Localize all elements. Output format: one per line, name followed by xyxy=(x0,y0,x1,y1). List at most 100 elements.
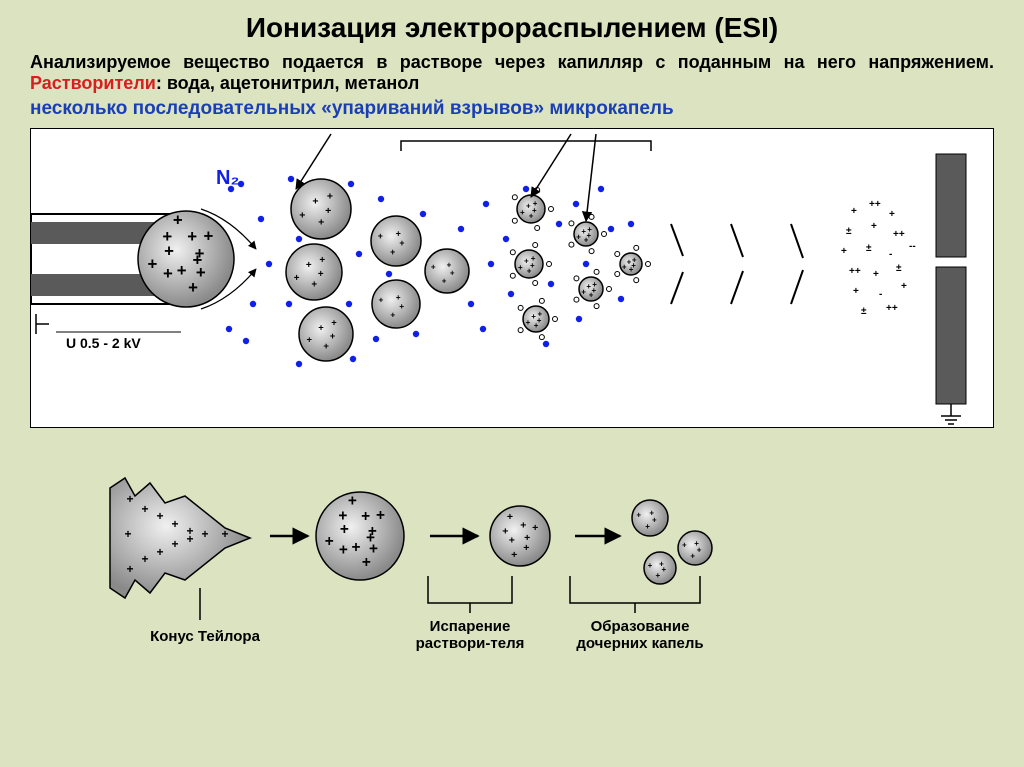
bottom-sequence-diagram: ++++++++++++++++++++++++++++++++++++++++… xyxy=(30,458,994,718)
svg-text:+: + xyxy=(523,542,529,554)
svg-text:+: + xyxy=(156,509,163,523)
main-diagram-svg: U 0.5 - 2 kVN₂++++++++++++++++++++++++++… xyxy=(31,129,991,429)
svg-text:+: + xyxy=(589,290,594,299)
svg-text:+: + xyxy=(520,208,525,217)
svg-text:+: + xyxy=(853,286,859,297)
svg-text:+: + xyxy=(306,260,312,271)
svg-text:N₂: N₂ xyxy=(216,167,239,189)
svg-text:+: + xyxy=(124,527,131,541)
svg-text:+: + xyxy=(312,196,318,208)
svg-text:±: ± xyxy=(896,263,902,274)
svg-text:+: + xyxy=(318,322,324,333)
svg-text:+: + xyxy=(378,231,383,241)
intro-text: Анализируемое вещество подается в раство… xyxy=(0,52,1024,94)
svg-text:+: + xyxy=(648,561,653,570)
svg-text:+: + xyxy=(186,532,193,546)
svg-text:+: + xyxy=(526,202,531,211)
svg-text:+: + xyxy=(586,282,591,291)
svg-text:+: + xyxy=(636,511,641,520)
svg-text:+: + xyxy=(509,534,515,546)
svg-text:+: + xyxy=(376,507,385,524)
svg-text:++: ++ xyxy=(886,303,898,314)
svg-text:+: + xyxy=(587,225,592,234)
svg-text:+: + xyxy=(682,541,687,550)
svg-text:+: + xyxy=(520,519,526,531)
svg-text:+: + xyxy=(351,539,360,556)
svg-text:+: + xyxy=(690,551,695,560)
svg-text:+: + xyxy=(325,533,334,550)
svg-text:+: + xyxy=(390,247,395,257)
svg-text:+: + xyxy=(325,205,331,217)
svg-text:+: + xyxy=(531,254,536,263)
taylor-cone-label: Конус Тейлора xyxy=(145,628,265,645)
svg-text:+: + xyxy=(306,335,312,346)
svg-text:+: + xyxy=(450,269,455,278)
main-esi-diagram: U 0.5 - 2 kVN₂++++++++++++++++++++++++++… xyxy=(30,128,994,428)
svg-text:+: + xyxy=(141,552,148,566)
svg-text:-: - xyxy=(889,249,892,260)
svg-text:-: - xyxy=(879,289,882,300)
svg-text:±: ± xyxy=(861,306,867,317)
svg-text:+: + xyxy=(524,257,529,266)
svg-text:+: + xyxy=(319,255,325,266)
svg-text:+: + xyxy=(447,260,452,269)
svg-text:±: ± xyxy=(866,243,872,254)
svg-text:+: + xyxy=(632,255,637,264)
svg-text:+: + xyxy=(148,255,158,274)
svg-text:+: + xyxy=(592,280,597,289)
svg-text:+: + xyxy=(399,301,404,311)
svg-text:+: + xyxy=(171,537,178,551)
daughter-droplets-label: Образование дочерних капель xyxy=(560,618,720,652)
svg-text:+: + xyxy=(177,261,187,280)
svg-text:+: + xyxy=(526,318,531,327)
svg-text:+: + xyxy=(889,209,895,220)
svg-text:+: + xyxy=(649,509,654,518)
svg-text:+: + xyxy=(538,310,543,319)
svg-text:+: + xyxy=(163,264,173,283)
intro-part2: : вода, ацетонитрил, метанол xyxy=(156,73,419,93)
svg-text:+: + xyxy=(502,525,508,537)
svg-text:+: + xyxy=(507,511,513,523)
svg-text:+: + xyxy=(318,217,324,229)
svg-text:+: + xyxy=(533,199,538,208)
svg-text:+: + xyxy=(656,571,661,580)
svg-text:+: + xyxy=(442,277,447,286)
svg-text:+: + xyxy=(871,221,877,232)
svg-text:+: + xyxy=(330,331,336,342)
svg-text:+: + xyxy=(378,294,383,304)
svg-text:+: + xyxy=(399,238,404,248)
svg-text:--: -- xyxy=(909,241,916,252)
svg-text:+: + xyxy=(368,523,377,540)
svg-text:++: ++ xyxy=(869,199,881,210)
svg-text:+: + xyxy=(327,190,333,202)
svg-text:+: + xyxy=(318,269,324,280)
svg-text:+: + xyxy=(173,211,183,230)
svg-text:+: + xyxy=(529,211,534,220)
page-title: Ионизация электрораспылением (ESI) xyxy=(0,0,1024,52)
svg-text:+: + xyxy=(531,312,536,321)
svg-text:+: + xyxy=(659,559,664,568)
svg-text:++: ++ xyxy=(849,266,861,277)
svg-text:+: + xyxy=(645,522,650,531)
svg-text:+: + xyxy=(627,257,632,266)
svg-text:+: + xyxy=(299,209,305,221)
svg-text:+: + xyxy=(126,492,133,506)
svg-text:+: + xyxy=(201,527,208,541)
svg-text:+: + xyxy=(532,522,538,534)
svg-text:+: + xyxy=(221,527,228,541)
svg-text:+: + xyxy=(203,226,213,245)
svg-text:+: + xyxy=(584,235,589,244)
svg-text:+: + xyxy=(339,541,348,558)
subtitle: несколько последовательных «упариваний в… xyxy=(0,94,1024,128)
svg-text:+: + xyxy=(338,507,347,524)
svg-text:+: + xyxy=(534,321,539,330)
svg-text:+: + xyxy=(581,227,586,236)
svg-text:+: + xyxy=(188,278,198,297)
svg-text:+: + xyxy=(851,206,857,217)
svg-text:+: + xyxy=(873,269,879,280)
svg-text:+: + xyxy=(162,227,172,246)
svg-text:+: + xyxy=(171,517,178,531)
svg-text:++: ++ xyxy=(893,229,905,240)
svg-text:+: + xyxy=(195,244,205,263)
svg-text:+: + xyxy=(694,539,699,548)
